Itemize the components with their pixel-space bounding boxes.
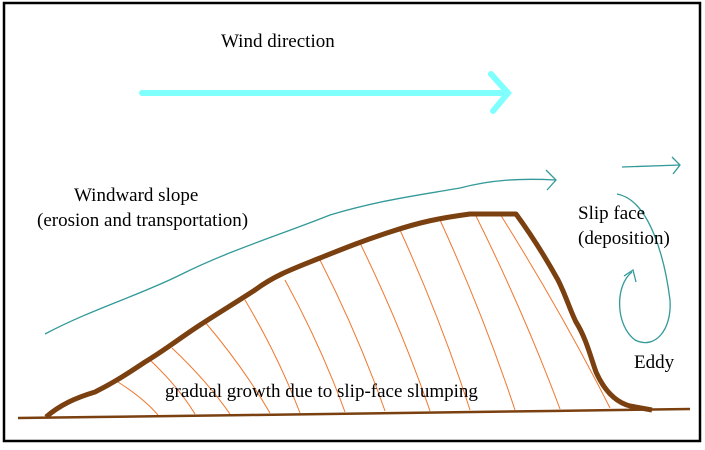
windward-slope-label: Windward slope [74, 185, 199, 206]
wind-direction-arrow [139, 71, 512, 114]
bedding-line [204, 321, 271, 414]
dune-outline [44, 211, 653, 419]
bedding-line [149, 359, 196, 415]
bedding-line [117, 381, 159, 416]
bedding-line [284, 279, 346, 413]
bedding-line [474, 213, 561, 410]
eddy-label: Eddy [634, 352, 675, 373]
bedding-line [499, 213, 611, 409]
frame-border [2, 1, 702, 443]
growth-label: gradual growth due to slip-face slumping [165, 381, 478, 402]
bedding-line [244, 299, 301, 414]
bedding-line [171, 347, 231, 415]
wind-direction-label: Wind direction [221, 31, 335, 52]
slip-face-sublabel: (deposition) [578, 228, 670, 249]
bedding-line [399, 229, 471, 411]
bedding-line [319, 259, 386, 412]
airflow-windward-arrow [44, 169, 557, 335]
eddy-arrow [616, 193, 671, 344]
windward-slope-sublabel: (erosion and transportation) [37, 210, 249, 231]
slip-face-label: Slip face [578, 203, 646, 224]
bedding-line [439, 219, 516, 411]
bedding-line [359, 242, 431, 412]
airflow-lee-arrow [621, 156, 681, 175]
ground-line [17, 407, 691, 420]
bedding-lines [117, 213, 611, 416]
